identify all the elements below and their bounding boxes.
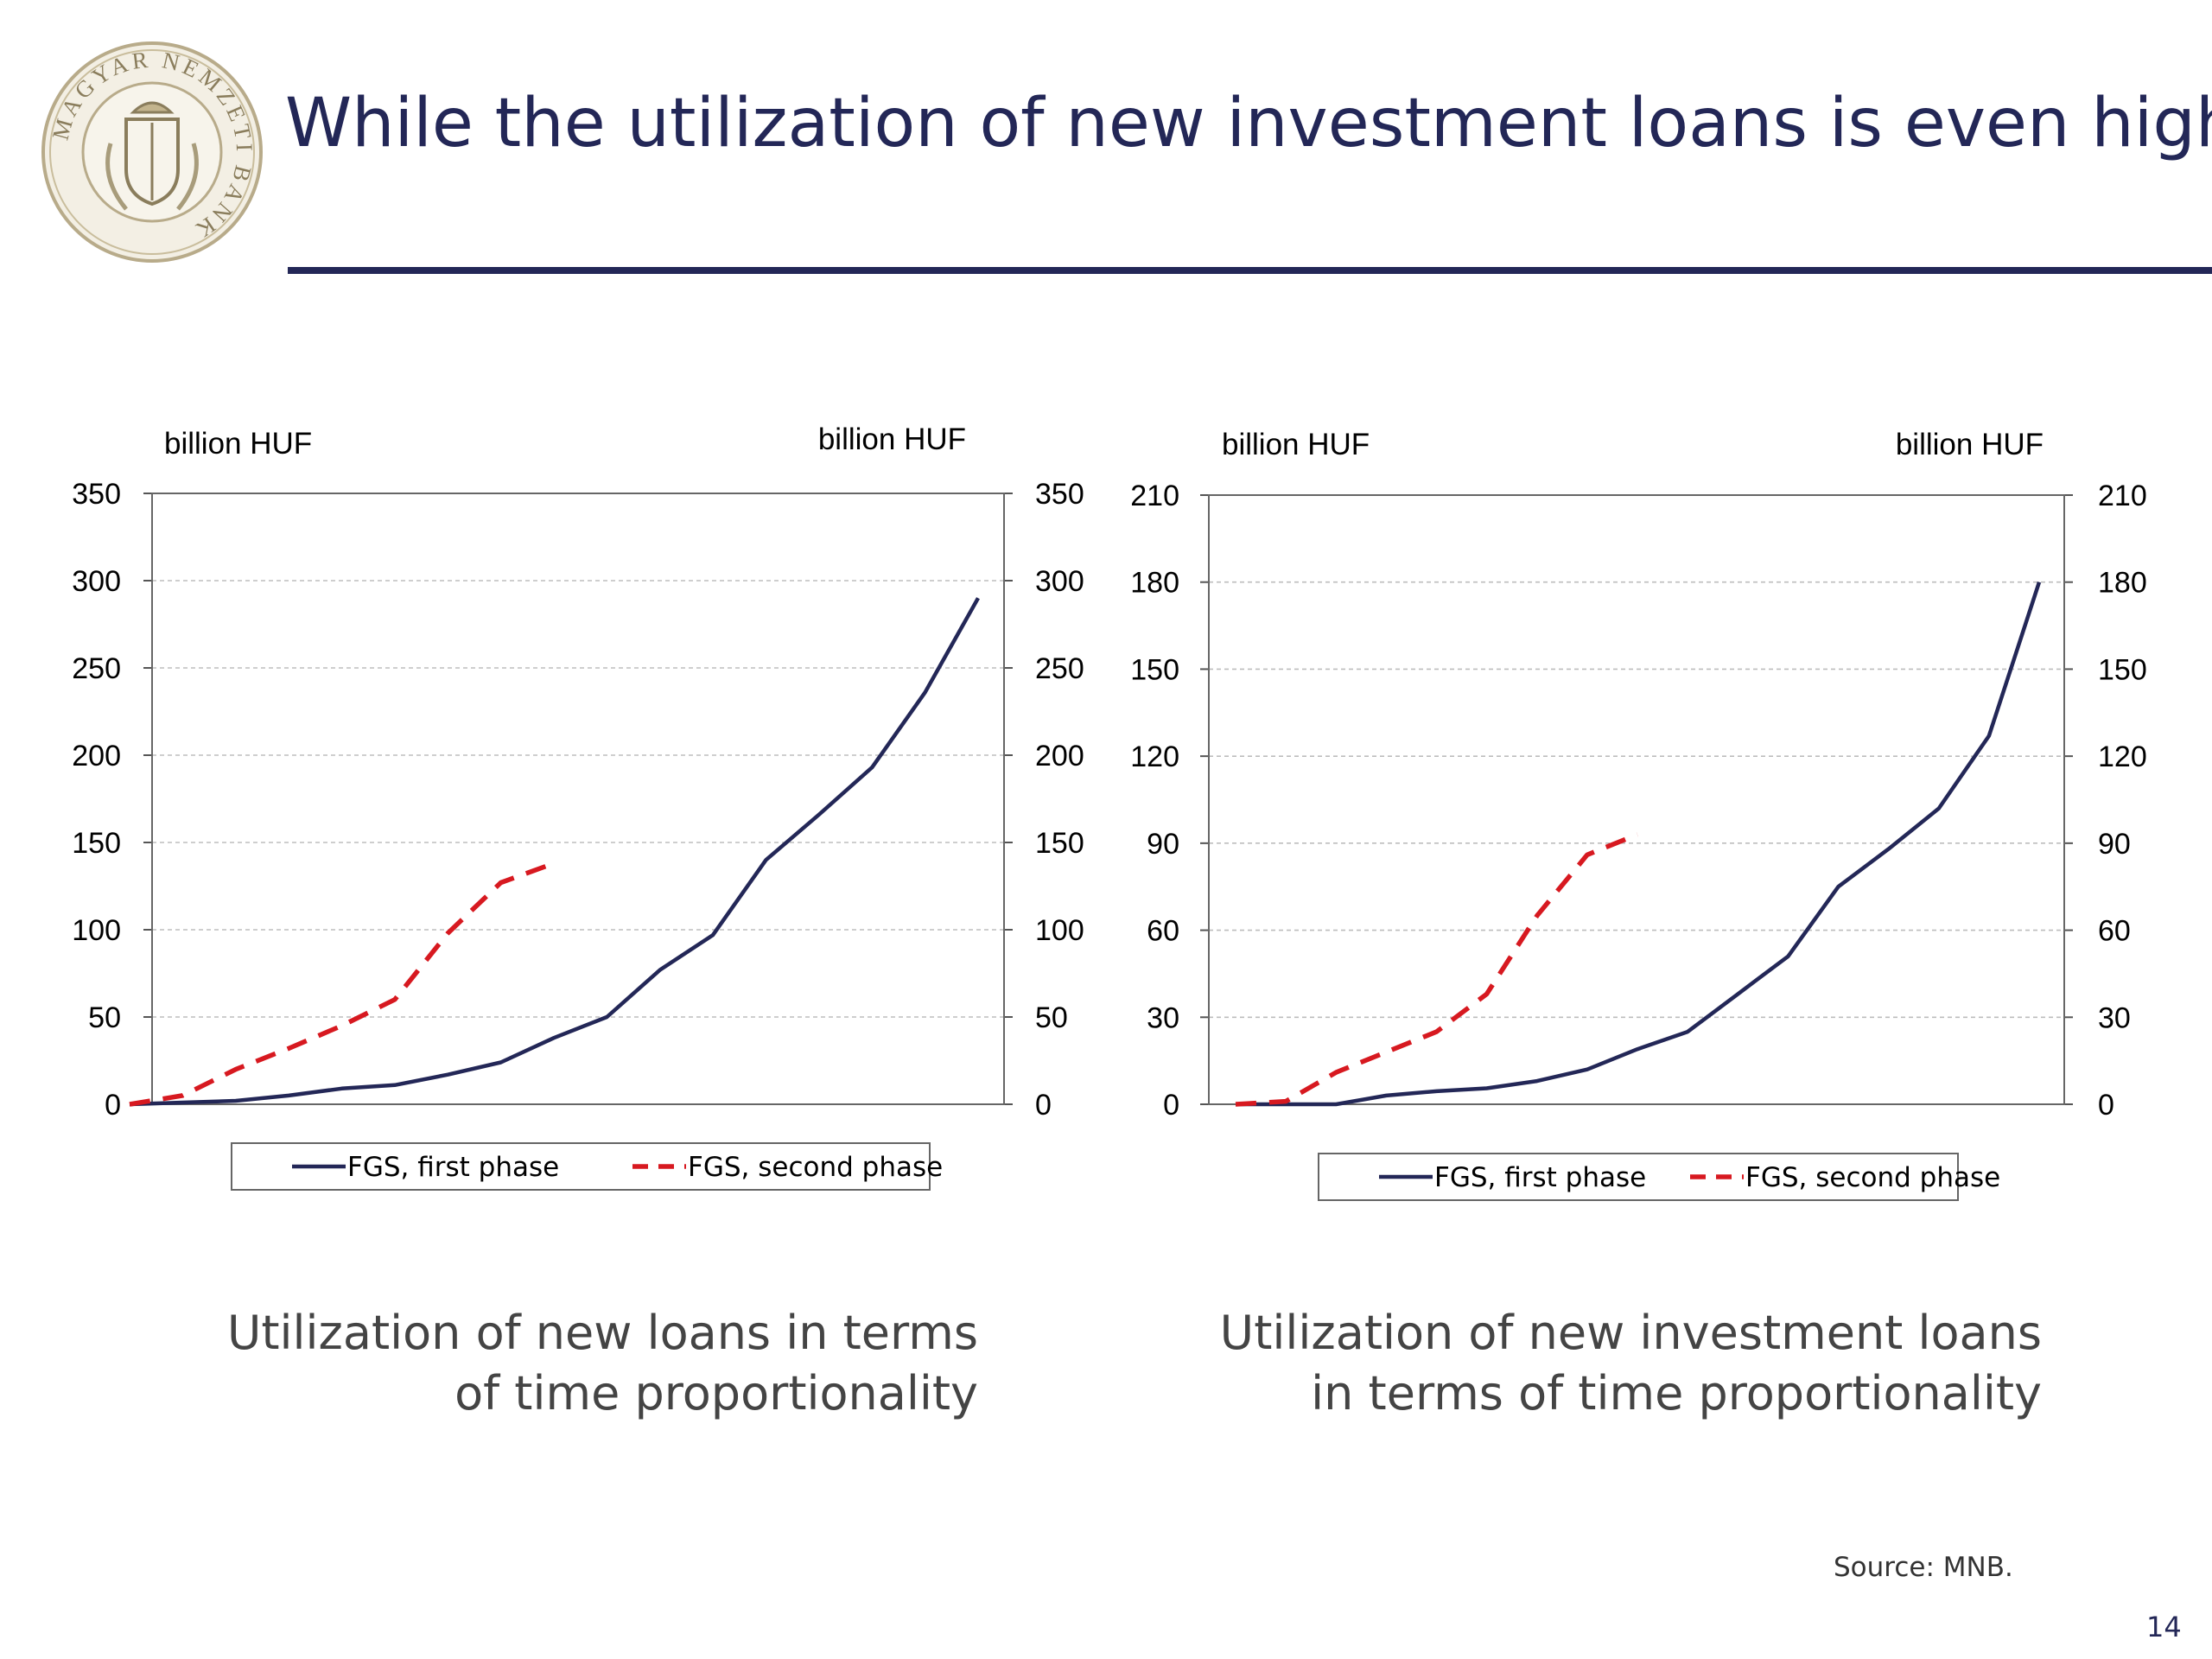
y-tick-label-right: 150 <box>2098 653 2147 686</box>
y-tick-label-left: 100 <box>72 914 121 947</box>
legend: FGS, first phase FGS, second phase <box>1318 1153 2000 1201</box>
y-tick-label-right: 350 <box>1035 478 1084 511</box>
legend-label-second-phase: FGS, second phase <box>688 1152 943 1183</box>
plot-area-frame <box>151 493 1005 1105</box>
y-axis-unit-right: billion HUF <box>1896 428 2044 461</box>
y-tick-label-right: 0 <box>2098 1089 2114 1122</box>
y-tick-label-left: 210 <box>1130 480 1179 512</box>
y-tick-label-right: 100 <box>1035 914 1084 947</box>
y-tick-label-left: 120 <box>1130 741 1179 773</box>
y-tick-label-left: 60 <box>1147 915 1179 948</box>
title-underline <box>288 267 2212 274</box>
page-number: 14 <box>2146 1611 2182 1643</box>
legend-label-first-phase: FGS, first phase <box>347 1152 559 1183</box>
series-line-second-phase <box>129 861 555 1107</box>
y-tick-label-right: 150 <box>1035 827 1084 860</box>
y-tick-label-left: 200 <box>72 740 121 772</box>
caption-line: of time proportionality <box>454 1366 978 1421</box>
y-tick-label-right: 30 <box>2098 1001 2131 1034</box>
y-tick-label-right: 210 <box>2098 480 2147 512</box>
y-tick-label-right: 60 <box>2098 915 2131 948</box>
y-tick-label-left: 350 <box>72 478 121 511</box>
series-line-second-phase <box>1235 832 1639 1107</box>
plot-area-frame <box>1208 494 2065 1105</box>
y-tick-label-left: 150 <box>72 827 121 860</box>
y-axis-unit-left: billion HUF <box>164 427 312 461</box>
y-tick-label-right: 300 <box>1035 565 1084 598</box>
chart-new-loans: billion HUF billion HUF 0 0 50 50 100 100 150 150… <box>72 423 1084 1191</box>
series-line-first-phase <box>129 597 980 1107</box>
y-tick-label-left: 30 <box>1147 1001 1179 1034</box>
y-tick-label-right: 180 <box>2098 567 2147 600</box>
chart-caption-new-investment-loans: Utilization of new investment loans in t… <box>1091 1303 2042 1424</box>
series-line-first-phase <box>1236 582 2042 1107</box>
y-tick-label-right: 200 <box>1035 740 1084 772</box>
legend: FGS, first phase FGS, second phase <box>231 1142 943 1191</box>
y-tick-label-left: 180 <box>1130 567 1179 600</box>
chart-new-investment-loans: billion HUF billion HUF 0 0 30 30 60 60 90 90 120 1… <box>1130 428 2147 1201</box>
legend-box <box>231 1142 931 1191</box>
y-tick-label-left: 90 <box>1147 828 1179 861</box>
legend-label-second-phase: FGS, second phase <box>1745 1162 2000 1193</box>
y-tick-label-left: 250 <box>72 652 121 685</box>
source-note: Source: MNB. <box>1834 1552 2013 1583</box>
slide-title: While the utilization of new investment … <box>285 85 2212 162</box>
y-tick-label-left: 300 <box>72 565 121 598</box>
y-tick-label-right: 120 <box>2098 741 2147 773</box>
y-tick-label-left: 0 <box>1163 1089 1179 1122</box>
y-axis-unit-left: billion HUF <box>1222 428 1370 461</box>
y-tick-label-left: 50 <box>88 1001 121 1034</box>
caption-line: Utilization of new investment loans <box>1219 1306 2042 1360</box>
y-tick-label-right: 50 <box>1035 1001 1068 1034</box>
y-axis-unit-right: billion HUF <box>818 423 966 456</box>
y-tick-label-right: 90 <box>2098 828 2131 861</box>
y-tick-label-left: 150 <box>1130 653 1179 686</box>
y-tick-label-left: 0 <box>105 1089 121 1122</box>
y-tick-label-right: 250 <box>1035 652 1084 685</box>
mnb-logo-seal: MAGYAR NEMZETI BANK <box>41 41 263 263</box>
legend-label-first-phase: FGS, first phase <box>1434 1162 1646 1193</box>
chart-caption-new-loans: Utilization of new loans in terms of tim… <box>28 1303 978 1424</box>
y-tick-label-right: 0 <box>1035 1089 1052 1122</box>
caption-line: in terms of time proportionality <box>1311 1366 2042 1421</box>
caption-line: Utilization of new loans in terms <box>226 1306 978 1360</box>
